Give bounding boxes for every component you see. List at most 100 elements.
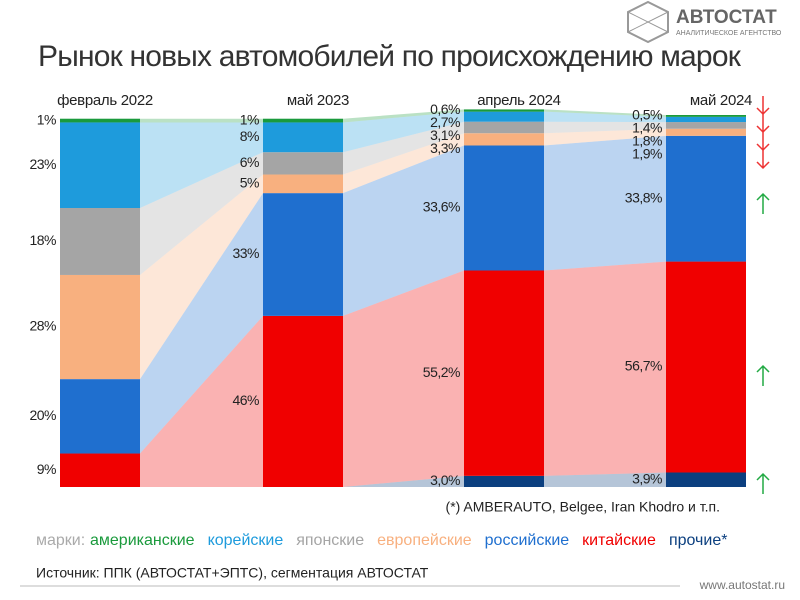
value-label: 56,7% <box>625 358 662 374</box>
bar-segment <box>60 453 140 487</box>
bar-segment <box>666 135 746 262</box>
flow-ribbon <box>544 261 666 476</box>
bar-segment <box>464 145 544 271</box>
brand-tagline: АНАЛИТИЧЕСКОЕ АГЕНТСТВО <box>676 30 782 37</box>
footnote: (*) AMBERAUTO, Belgee, Iran Khodro и т.п… <box>446 499 720 515</box>
bar-segment <box>666 128 746 136</box>
category-label: май 2023 <box>287 92 349 109</box>
value-label: 3,1% <box>430 127 460 143</box>
arrow-up <box>756 364 770 386</box>
legend-entry: российские <box>485 532 570 549</box>
chart-title: Рынок новых автомобилей по происхождению… <box>38 40 742 73</box>
source: Источник: ППК (АВТОСТАТ+ЭПТС), сегментац… <box>36 565 429 581</box>
bar-segment <box>666 472 746 487</box>
value-label: 0,5% <box>632 107 662 123</box>
arrow-down <box>756 150 770 170</box>
bar-segment <box>464 270 544 476</box>
bar-segment <box>60 208 140 275</box>
bar-segment <box>666 116 746 123</box>
value-label: 3,9% <box>632 470 662 486</box>
logo: АВТОСТАТ АНАЛИТИЧЕСКОЕ АГЕНТСТВО <box>627 0 782 44</box>
value-label: 1,8% <box>632 133 662 149</box>
flow-ribbon <box>544 472 666 487</box>
value-label: 20% <box>29 407 56 423</box>
value-label: 8% <box>240 128 259 144</box>
bar-segment <box>263 118 343 123</box>
flow-ribbon <box>544 111 666 123</box>
flow-ribbon <box>343 475 464 487</box>
flow-ribbon <box>140 315 263 487</box>
value-label: 33,6% <box>423 199 460 215</box>
value-label: 0,6% <box>430 101 460 117</box>
value-label: 1% <box>37 111 56 127</box>
legend-entry: японские <box>296 532 364 549</box>
value-label: 6% <box>240 154 259 170</box>
bar-segment <box>263 122 343 153</box>
category-label: апрель 2024 <box>477 92 560 109</box>
bar-segment <box>464 133 544 146</box>
bar-segment <box>263 174 343 194</box>
bar-segment <box>464 475 544 487</box>
trend-arrows <box>756 96 770 494</box>
bar-segment <box>60 118 140 123</box>
legend-entry: европейские <box>377 532 472 549</box>
value-label: 46% <box>232 392 259 408</box>
value-label: 33% <box>232 245 259 261</box>
value-label: 3,3% <box>430 140 460 156</box>
value-label: 1% <box>240 111 259 127</box>
flow-ribbon <box>343 145 464 316</box>
bar-segment <box>666 261 746 473</box>
flow-ribbon <box>343 111 464 153</box>
legend-entry: прочие* <box>669 532 728 549</box>
flow-ribbon <box>544 121 666 134</box>
arrow-up <box>756 472 770 494</box>
flow-ribbon <box>140 122 263 208</box>
brand-name: АВТОСТАТ <box>676 7 777 28</box>
arrow-down <box>756 114 770 134</box>
category-label: май 2024 <box>690 92 752 109</box>
bar-segment <box>60 274 140 380</box>
arrow-down <box>756 96 770 116</box>
bar-segment <box>263 193 343 316</box>
flow-ribbon <box>343 121 464 175</box>
value-label: 9% <box>37 461 56 477</box>
arrow-down <box>756 132 770 152</box>
bar-segment <box>263 315 343 487</box>
value-label: 1,4% <box>632 120 662 136</box>
flow-ribbon <box>544 128 666 146</box>
value-label: 3,0% <box>430 472 460 488</box>
value-label: 28% <box>29 318 56 334</box>
bar-segment <box>464 111 544 122</box>
value-label: 5% <box>240 175 259 191</box>
value-label: 18% <box>29 232 56 248</box>
value-label: 2,7% <box>430 114 460 130</box>
bar-segment <box>60 122 140 208</box>
flow-ribbon <box>343 270 464 487</box>
legend-entry: корейские <box>208 532 284 549</box>
value-label: 1,9% <box>632 146 662 162</box>
value-label: 33,8% <box>625 189 662 205</box>
flow-ribbon <box>343 109 464 123</box>
value-label: 55,2% <box>423 364 460 380</box>
flow-ribbon <box>140 193 263 454</box>
bar-segment <box>666 115 746 117</box>
arrow-up <box>756 192 770 214</box>
bar-segment <box>464 109 544 112</box>
legend-title: марки: <box>36 532 85 549</box>
bar-segment <box>464 121 544 134</box>
website: www.autostat.ru <box>699 578 785 592</box>
flow-ribbon <box>343 133 464 194</box>
flow-ribbon <box>140 152 263 275</box>
bar-segment <box>60 379 140 454</box>
logo-icon <box>627 0 669 44</box>
flow-ribbon <box>544 135 666 271</box>
legend-entry: американские <box>90 532 195 549</box>
legend-entry: китайские <box>582 532 656 549</box>
flow-ribbon <box>140 118 263 123</box>
flow-ribbon <box>544 109 666 117</box>
category-label: февраль 2022 <box>57 92 153 109</box>
flows <box>140 109 666 487</box>
logo-line <box>627 11 669 33</box>
flow-ribbon <box>140 174 263 380</box>
